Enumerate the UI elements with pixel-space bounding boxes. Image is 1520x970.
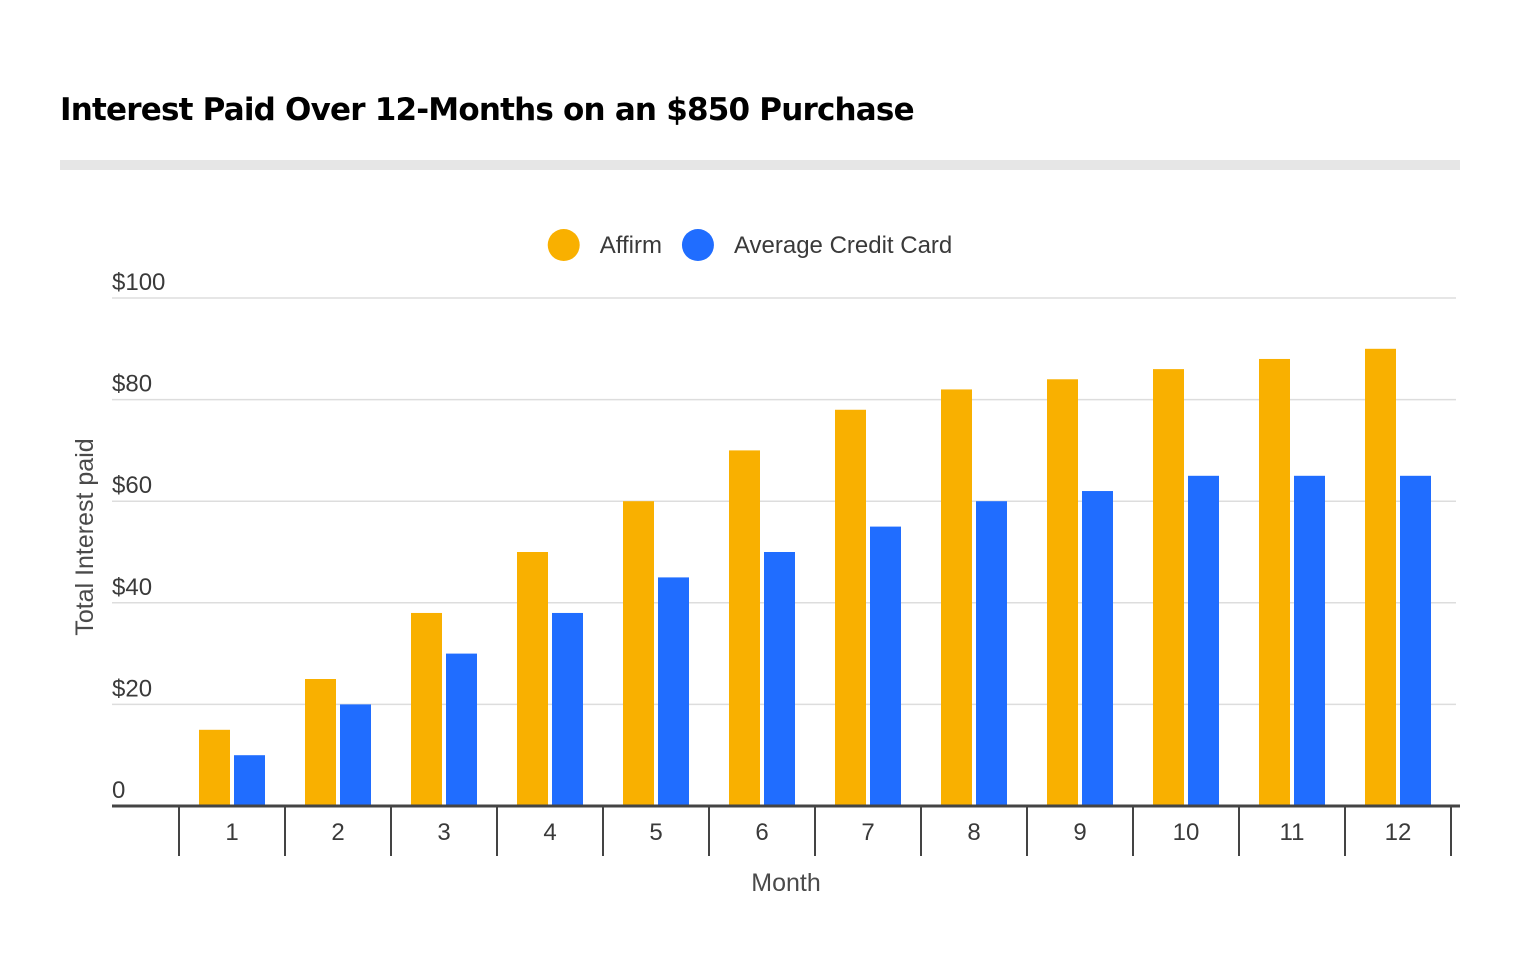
x-tick-label: 1 — [225, 819, 238, 846]
x-tick-label: 5 — [649, 819, 662, 846]
x-axis-title: Month — [751, 869, 820, 897]
y-tick-label: $80 — [112, 371, 152, 398]
bar-credit-card-2 — [340, 704, 371, 806]
x-tick-label: 4 — [543, 819, 556, 846]
legend: Affirm Average Credit Card — [547, 229, 952, 261]
bar-credit-card-3 — [446, 653, 477, 806]
bar-credit-card-11 — [1294, 475, 1325, 806]
bar-affirm-9 — [1047, 379, 1078, 806]
title-divider — [60, 160, 1460, 170]
bar-affirm-8 — [941, 389, 972, 806]
bar-credit-card-5 — [658, 577, 689, 806]
y-tick-label: 0 — [112, 777, 125, 804]
bar-affirm-6 — [729, 450, 760, 806]
bar-affirm-1 — [199, 729, 230, 806]
bar-affirm-3 — [411, 612, 442, 806]
legend-label-credit-card: Average Credit Card — [734, 232, 952, 259]
bar-affirm-7 — [835, 409, 866, 806]
y-axis-title: Total Interest paid — [71, 438, 99, 635]
y-axis-ticks: 0 $20 $40 $60 $80 $100 — [112, 269, 165, 804]
legend-marker-affirm — [547, 229, 580, 261]
bar-credit-card-4 — [552, 612, 583, 806]
bar-credit-card-1 — [234, 755, 265, 806]
bar-affirm-11 — [1259, 358, 1290, 806]
y-tick-label: $20 — [112, 675, 152, 702]
bar-affirm-4 — [517, 552, 548, 806]
x-axis-ticks: 1 2 3 4 5 6 7 8 9 10 11 12 — [225, 819, 1411, 846]
x-tick-label: 3 — [437, 819, 450, 846]
bar-credit-card-10 — [1188, 475, 1219, 806]
bar-credit-card-8 — [976, 501, 1007, 806]
x-tick-label: 7 — [861, 819, 874, 846]
bar-credit-card-9 — [1082, 491, 1113, 806]
legend-label-affirm: Affirm — [600, 232, 662, 259]
x-tick-label: 8 — [967, 819, 980, 846]
bar-credit-card-6 — [764, 552, 795, 806]
axes — [112, 804, 1460, 856]
bar-affirm-12 — [1365, 348, 1396, 806]
bar-affirm-10 — [1153, 369, 1184, 806]
y-tick-label: $100 — [112, 269, 165, 296]
bar-affirm-2 — [305, 679, 336, 806]
x-tick-label: 9 — [1073, 819, 1086, 846]
bar-affirm-5 — [623, 501, 654, 806]
bar-credit-card-7 — [870, 526, 901, 806]
x-tick-label: 10 — [1173, 819, 1200, 846]
x-tick-label: 2 — [331, 819, 344, 846]
y-tick-label: $60 — [112, 472, 152, 499]
bars — [199, 348, 1431, 806]
y-tick-label: $40 — [112, 574, 152, 601]
x-tick-label: 11 — [1280, 819, 1305, 846]
x-tick-label: 6 — [755, 819, 768, 846]
bar-credit-card-12 — [1400, 475, 1431, 806]
legend-marker-credit-card — [681, 229, 714, 261]
x-tick-label: 12 — [1385, 819, 1412, 846]
chart-title: Interest Paid Over 12-Months on an $850 … — [60, 92, 915, 128]
